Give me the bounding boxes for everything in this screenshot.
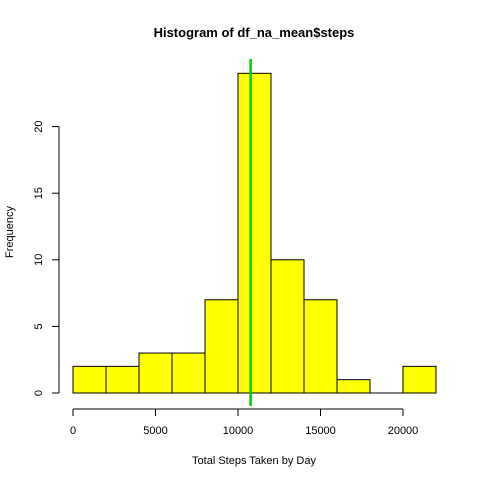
x-tick-label: 15000 — [305, 425, 336, 437]
histogram-bar — [270, 259, 305, 394]
histogram-bar — [171, 352, 206, 394]
x-tick-label: 0 — [70, 425, 76, 437]
x-axis: 0 5000 10000 15000 20000 — [70, 408, 419, 437]
histogram-bar — [237, 72, 272, 394]
chart-title: Histogram of df_na_mean$steps — [154, 25, 355, 40]
y-axis-label: Frequency — [4, 206, 16, 258]
histogram-bar — [72, 365, 107, 394]
x-tick-label: 5000 — [143, 425, 167, 437]
histogram-bar — [105, 365, 140, 394]
y-tick-label: 20 — [33, 120, 45, 132]
histogram-bar — [138, 352, 173, 394]
y-tick-label: 10 — [33, 254, 45, 266]
y-axis: 0 5 10 15 20 — [33, 120, 60, 396]
histogram-bar — [336, 379, 371, 394]
histogram-bar — [402, 365, 437, 394]
histogram-bar — [303, 299, 338, 394]
histogram-bar — [204, 299, 239, 394]
y-tick-label: 5 — [33, 323, 45, 329]
bars-group — [72, 72, 437, 394]
y-tick-label: 15 — [33, 187, 45, 199]
x-tick-label: 20000 — [388, 425, 419, 437]
y-tick-label: 0 — [33, 390, 45, 396]
x-axis-label: Total Steps Taken by Day — [192, 455, 316, 467]
x-tick-label: 10000 — [223, 425, 254, 437]
